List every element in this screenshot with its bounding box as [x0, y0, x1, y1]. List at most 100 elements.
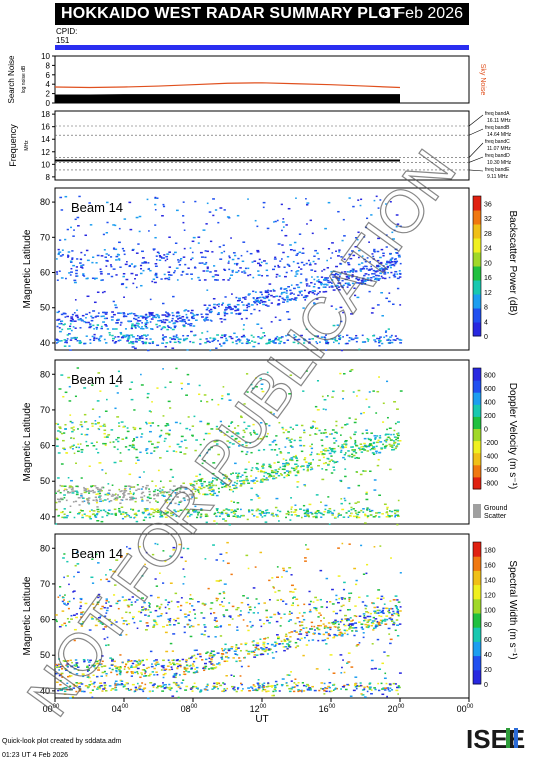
velocity-cell — [168, 445, 171, 448]
width-cell — [334, 687, 337, 690]
power-cell — [67, 255, 70, 257]
power-cell — [345, 282, 349, 285]
power-cell — [222, 244, 225, 247]
width-cell — [304, 557, 307, 559]
width-cell — [119, 654, 122, 656]
width-cell — [362, 573, 366, 575]
width-cell — [89, 680, 92, 683]
velocity-cell — [262, 470, 266, 473]
velocity-cell — [135, 462, 138, 465]
width-cell — [235, 660, 238, 663]
power-cell — [222, 342, 225, 345]
velocity-cell — [154, 489, 157, 491]
power-cell — [190, 312, 193, 314]
width-cell — [347, 618, 350, 620]
velocity-cell — [311, 513, 314, 515]
width-cell — [268, 599, 271, 601]
velocity-cell — [361, 432, 364, 435]
width-cell — [67, 601, 69, 603]
width-cell — [303, 636, 306, 639]
width-cell — [99, 608, 103, 610]
power-cell — [266, 295, 270, 298]
velocity-cell — [80, 510, 84, 512]
velocity-cell — [315, 433, 318, 435]
width-cell — [202, 617, 206, 619]
velocity-cell — [119, 452, 122, 454]
width-cell — [119, 634, 123, 636]
velocity-cell — [275, 514, 279, 516]
width-cell — [191, 663, 195, 665]
velocity-cell — [172, 485, 176, 487]
power-cell — [389, 201, 392, 203]
velocity-cell — [350, 446, 353, 448]
velocity-cell — [329, 510, 332, 513]
power-cell — [327, 248, 331, 250]
width-cell — [189, 664, 192, 667]
power-cell — [171, 314, 175, 317]
width-cell — [136, 682, 139, 685]
power-cell — [324, 277, 328, 279]
width-cell — [90, 576, 94, 579]
velocity-cell — [198, 454, 202, 457]
width-cell — [207, 668, 211, 670]
velocity-cell — [83, 513, 86, 515]
width-cell — [254, 688, 258, 691]
width-cell — [63, 553, 66, 555]
power-cell — [217, 274, 220, 276]
velocity-cell — [286, 464, 289, 466]
velocity-cell — [244, 468, 248, 471]
power-cell — [385, 263, 388, 265]
width-cell — [210, 667, 214, 669]
width-cell — [335, 594, 338, 597]
power-cell — [88, 311, 91, 314]
power-cell — [205, 313, 209, 316]
power-cell — [65, 340, 68, 342]
velocity-cell — [353, 433, 356, 436]
velocity-cell — [57, 430, 60, 432]
power-cell — [250, 304, 254, 306]
velocity-cell — [377, 439, 380, 442]
width-cell — [199, 655, 202, 658]
power-cell — [259, 296, 262, 299]
power-cell — [288, 265, 291, 267]
power-cell — [381, 277, 385, 279]
velocity-cell — [306, 466, 310, 468]
velocity-cell — [250, 487, 253, 490]
velocity-cell — [392, 448, 396, 451]
power-cell — [330, 285, 334, 287]
width-cell — [374, 688, 377, 691]
width-cell — [233, 650, 237, 653]
velocity-cell — [81, 497, 85, 499]
width-cell — [116, 673, 119, 676]
power-cell — [307, 291, 310, 294]
width-cell — [230, 647, 233, 650]
width-cell — [340, 635, 344, 637]
velocity-cell — [237, 440, 241, 443]
power-cell — [220, 321, 223, 323]
power-cell — [80, 251, 83, 254]
power-cell — [225, 306, 228, 309]
power-cell — [165, 342, 169, 344]
power-cell — [154, 265, 158, 268]
power-cell — [364, 273, 368, 275]
velocity-cell — [261, 511, 265, 513]
power-cell — [389, 264, 392, 267]
power-cell — [120, 333, 123, 335]
power-cell — [223, 341, 226, 344]
power-cell — [379, 199, 382, 201]
velocity-cell — [280, 474, 283, 476]
power-cell — [339, 306, 343, 309]
width-cell — [58, 669, 61, 671]
velocity-cell — [355, 456, 358, 459]
velocity-cell — [383, 447, 387, 449]
power-cell — [350, 250, 354, 252]
width-cell — [166, 624, 169, 626]
power-cell — [342, 284, 345, 287]
power-cell — [236, 214, 240, 217]
velocity-cell — [335, 420, 338, 423]
power-cell — [263, 334, 266, 337]
velocity-cell — [156, 387, 159, 389]
velocity-cell — [141, 433, 144, 435]
power-cell — [221, 334, 224, 337]
velocity-cell — [68, 400, 72, 402]
